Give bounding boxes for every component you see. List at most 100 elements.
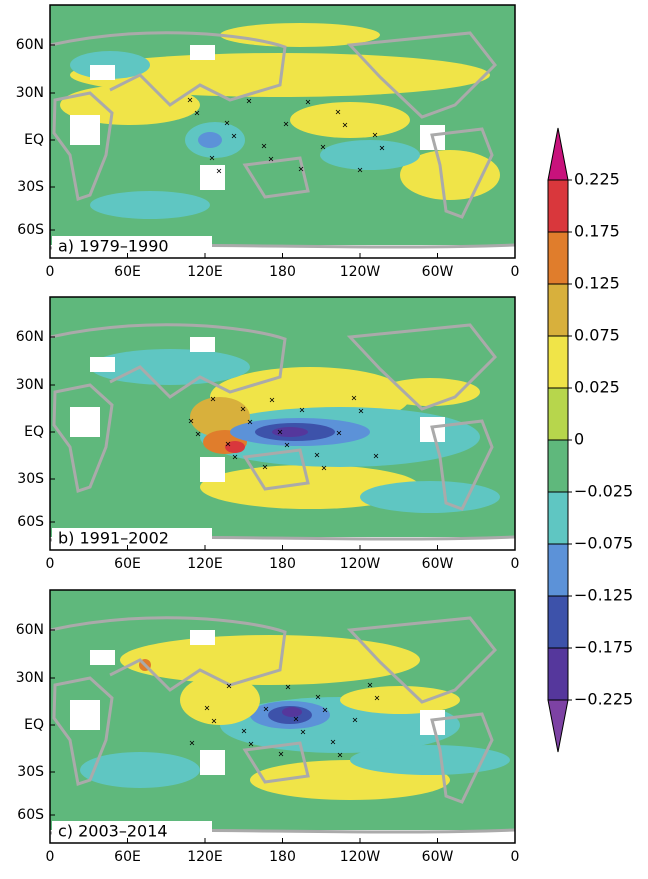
significance-cross — [379, 145, 385, 151]
coastline — [52, 91, 114, 201]
lon-tick-label: 180 — [269, 849, 296, 865]
lon-tick-label: 60W — [422, 849, 454, 865]
significance-cross — [204, 705, 210, 711]
lat-tick-label: 30S — [17, 471, 44, 487]
missing-area — [190, 630, 215, 645]
colorbar-tick-label: 0.025 — [574, 378, 620, 397]
coastline — [52, 676, 114, 786]
significance-cross — [283, 121, 289, 127]
significance-cross — [335, 109, 341, 115]
missing-area — [70, 115, 100, 145]
lat-tick-label: EQ — [24, 132, 44, 148]
significance-cross — [211, 718, 217, 724]
significance-cross — [374, 695, 380, 701]
significance-cross — [322, 707, 328, 713]
significance-cross — [285, 684, 291, 690]
significance-cross — [224, 120, 230, 126]
significance-cross — [277, 429, 283, 435]
lon-tick-label: 120W — [340, 849, 381, 865]
lat-tick-label: 60S — [17, 222, 44, 238]
colorbar-extension — [547, 699, 569, 753]
map-field — [50, 297, 515, 550]
missing-area — [200, 750, 225, 775]
significance-cross — [351, 395, 357, 401]
colorbar-tick-label: 0.175 — [574, 222, 620, 241]
significance-cross — [357, 167, 363, 173]
significance-cross — [314, 452, 320, 458]
contour-blob — [272, 427, 308, 437]
missing-area — [90, 650, 115, 665]
lon-tick-label: 60E — [114, 264, 141, 280]
contour-blob — [360, 481, 500, 513]
significance-cross — [226, 683, 232, 689]
colorbar-segment — [547, 231, 569, 285]
lon-tick-label: 0 — [511, 264, 520, 280]
coastline — [430, 419, 494, 511]
missing-area — [90, 65, 115, 80]
significance-cross — [232, 454, 238, 460]
label-box — [52, 528, 212, 548]
lat-tick-label: EQ — [24, 717, 44, 733]
significance-cross — [358, 408, 364, 414]
colorbar-segment — [547, 543, 569, 597]
missing-area — [70, 407, 100, 437]
lon-tick-label: 60W — [422, 556, 454, 572]
coastline — [346, 31, 497, 119]
lon-tick-label: 60W — [422, 264, 454, 280]
lat-tick-label: 60S — [17, 514, 44, 530]
significance-cross — [195, 431, 201, 437]
contour-blob — [290, 102, 410, 138]
coastline — [50, 31, 287, 107]
significance-cross — [342, 122, 348, 128]
lon-tick-label: 0 — [46, 849, 55, 865]
significance-cross — [337, 752, 343, 758]
significance-cross — [189, 740, 195, 746]
colorbar-segment — [547, 647, 569, 701]
significance-cross — [188, 418, 194, 424]
significance-cross — [231, 133, 237, 139]
significance-cross — [293, 716, 299, 722]
contour-blob — [90, 349, 250, 385]
contour-blob — [120, 635, 420, 685]
significance-cross — [216, 168, 222, 174]
lat-tick-label: EQ — [24, 424, 44, 440]
lon-tick-label: 180 — [269, 556, 296, 572]
missing-area — [200, 457, 225, 482]
lat-tick-label: 60N — [16, 622, 44, 638]
significance-cross — [278, 751, 284, 757]
lon-tick-label: 180 — [269, 264, 296, 280]
lon-tick-label: 0 — [511, 849, 520, 865]
colorbar-tick-label: −0.125 — [574, 586, 633, 605]
panel-label: b) 1991–2002 — [58, 529, 169, 548]
lon-tick-label: 0 — [46, 264, 55, 280]
colorbar-tick-label: 0.075 — [574, 326, 620, 345]
colorbar-segment — [547, 179, 569, 233]
lon-tick-label: 0 — [511, 556, 520, 572]
colorbar-tick-label: −0.075 — [574, 534, 633, 553]
contour-blob — [340, 686, 460, 714]
significance-cross — [246, 98, 252, 104]
significance-cross — [315, 694, 321, 700]
colorbar-tick-label: 0 — [574, 430, 584, 449]
lon-tick-label: 60E — [114, 849, 141, 865]
significance-cross — [330, 739, 336, 745]
colorbar-segment — [547, 595, 569, 649]
significance-cross — [225, 441, 231, 447]
colorbar-tick-label: −0.175 — [574, 638, 633, 657]
lat-tick-label: 30S — [17, 179, 44, 195]
colorbar-segment — [547, 283, 569, 337]
contour-blob — [282, 707, 302, 717]
label-box — [52, 236, 212, 256]
colorbar-tick-label: 0.225 — [574, 170, 620, 189]
lon-tick-label: 0 — [46, 556, 55, 572]
lon-tick-label: 120E — [187, 849, 223, 865]
colorbar-extension — [547, 127, 569, 181]
missing-area — [70, 700, 100, 730]
colorbar-segment — [547, 491, 569, 545]
significance-cross — [321, 465, 327, 471]
lon-tick-label: 120E — [187, 264, 223, 280]
significance-cross — [305, 99, 311, 105]
